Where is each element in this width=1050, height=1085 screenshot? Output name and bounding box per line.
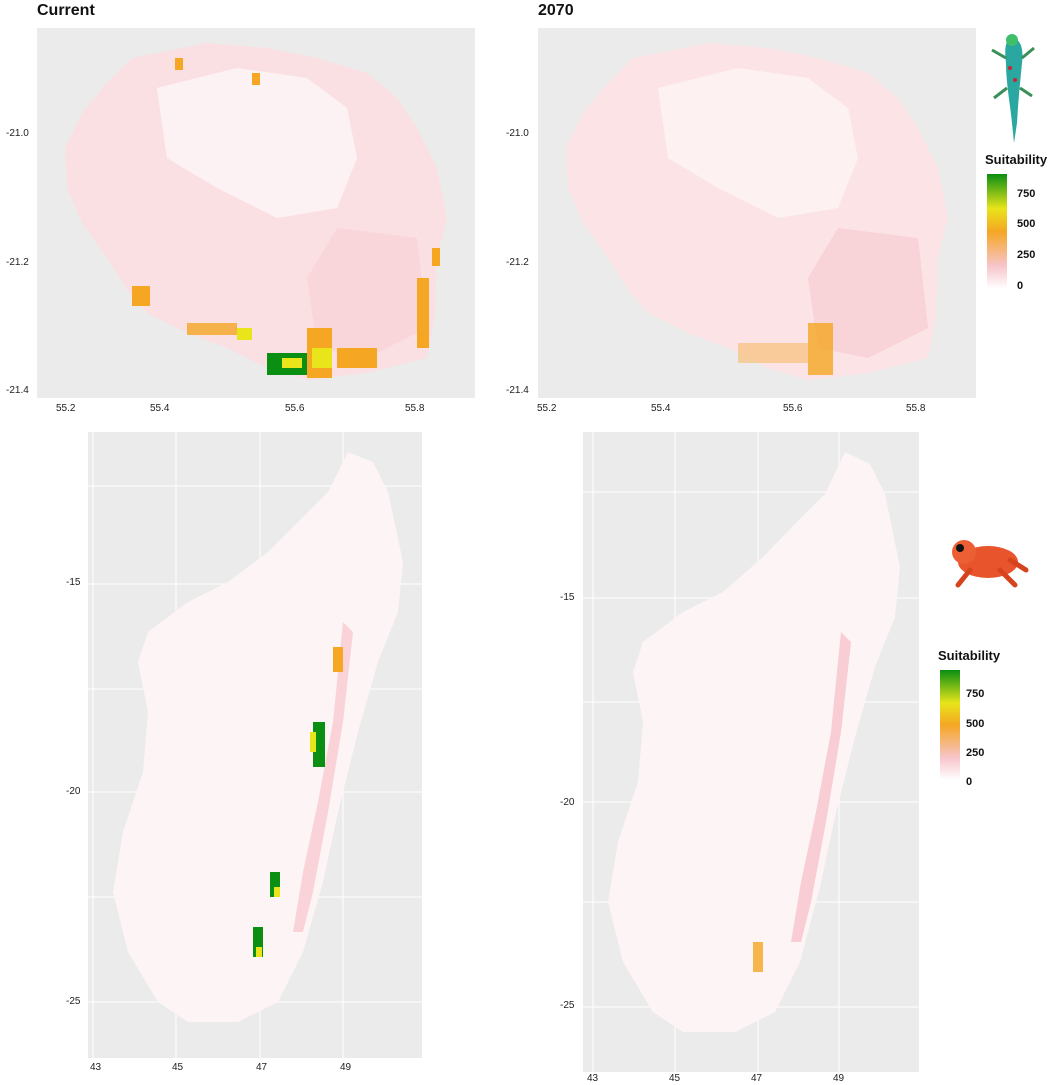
suitability-patch — [312, 348, 332, 368]
reunion-current-map — [37, 28, 475, 398]
x-tick-label: 47 — [256, 1062, 268, 1073]
x-tick-label: 43 — [587, 1073, 599, 1084]
suitability-patch — [252, 73, 260, 85]
x-tick-label: 49 — [340, 1062, 352, 1073]
x-tick-label: 43 — [90, 1062, 102, 1073]
suitability-patch — [310, 732, 316, 752]
legend-label: 250 — [1017, 249, 1036, 261]
suitability-patch — [270, 872, 280, 897]
gecko-icon — [982, 28, 1042, 146]
x-tick-label: 45 — [172, 1062, 184, 1073]
madagascar-current-svg — [88, 432, 422, 1058]
madagascar-current-map — [88, 432, 422, 1058]
suitability-patch — [808, 323, 833, 375]
madagascar-2070-map — [583, 432, 919, 1072]
legend-colorbar — [940, 670, 960, 780]
panel-title-reunion-2070: 2070 — [538, 2, 574, 19]
y-tick-label: -20 — [66, 786, 81, 797]
suitability-patch — [253, 927, 263, 957]
legend-colorbar — [987, 174, 1007, 289]
x-tick-label: 45 — [669, 1073, 681, 1084]
y-tick-label: -25 — [560, 1000, 575, 1011]
madagascar-island-current — [113, 452, 403, 1022]
legend-label: 0 — [1017, 280, 1024, 292]
legend-title: Suitability — [985, 152, 1048, 167]
x-tick-label: 55.2 — [537, 403, 557, 414]
x-tick-label: 55.8 — [906, 403, 926, 414]
suitability-patch — [738, 343, 808, 363]
y-tick-label: -15 — [560, 592, 575, 603]
x-tick-label: 55.2 — [56, 403, 76, 414]
legend-label: 250 — [966, 747, 985, 759]
legend-label: 750 — [966, 688, 985, 700]
suitability-patch — [282, 358, 302, 368]
suitability-patch — [187, 323, 237, 335]
x-tick-label: 55.6 — [783, 403, 803, 414]
reunion-2070-map — [538, 28, 976, 398]
reunion-2070-svg — [566, 43, 948, 380]
y-tick-label: -21.0 — [506, 128, 529, 139]
y-tick-label: -15 — [66, 577, 81, 588]
suitability-patch — [417, 278, 429, 348]
suitability-patch — [337, 348, 377, 368]
x-tick-label: 55.8 — [405, 403, 425, 414]
legend-gecko: Suitability 750 500 250 0 — [985, 152, 1050, 302]
frog-icon — [940, 530, 1030, 590]
suitability-patch — [274, 887, 280, 897]
suitability-patch — [256, 947, 262, 957]
suitability-patch — [753, 942, 763, 972]
madagascar-island-2070 — [608, 452, 900, 1032]
reunion-current-svg — [65, 43, 447, 380]
y-tick-label: -21.4 — [6, 385, 29, 396]
legend-title: Suitability — [938, 648, 1001, 663]
y-tick-label: -21.4 — [506, 385, 529, 396]
legend-label: 500 — [1017, 218, 1036, 230]
panel-title-reunion-current: Current — [37, 2, 95, 19]
y-tick-label: -21.0 — [6, 128, 29, 139]
x-tick-label: 55.4 — [150, 403, 170, 414]
legend-label: 500 — [966, 718, 985, 730]
x-tick-label: 55.6 — [285, 403, 305, 414]
suitability-patch — [175, 58, 183, 70]
legend-label: 750 — [1017, 188, 1036, 200]
madagascar-2070-svg — [583, 432, 919, 1072]
suitability-patch — [333, 647, 343, 672]
x-tick-label: 55.4 — [651, 403, 671, 414]
y-tick-label: -21.2 — [6, 257, 29, 268]
y-tick-label: -21.2 — [506, 257, 529, 268]
y-tick-label: -25 — [66, 996, 81, 1007]
suitability-patch — [432, 248, 440, 266]
y-tick-label: -20 — [560, 797, 575, 808]
suitability-patch — [132, 286, 150, 306]
legend-label: 0 — [966, 776, 973, 788]
x-tick-label: 47 — [751, 1073, 763, 1084]
x-tick-label: 49 — [833, 1073, 845, 1084]
legend-frog: Suitability 750 500 250 0 — [938, 648, 1028, 793]
suitability-patch — [237, 328, 252, 340]
